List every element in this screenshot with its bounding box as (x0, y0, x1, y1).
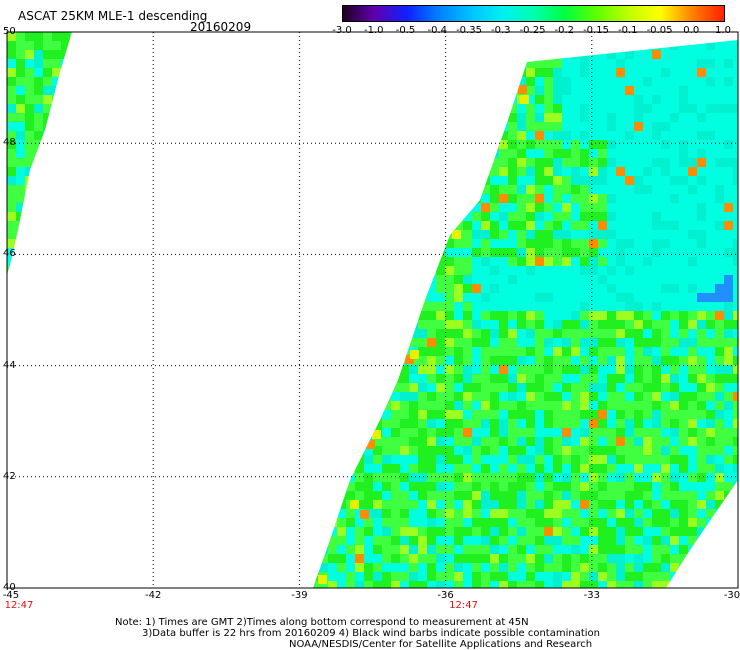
product-date: 20160209 (190, 20, 252, 34)
longitude-label: -33 (583, 590, 600, 601)
colorbar-tick-label: -0.35 (456, 25, 482, 36)
colorbar-tick-label: -0.05 (646, 25, 673, 36)
product-title: ASCAT 25KM MLE-1 descending (18, 9, 208, 23)
colorbar-tick-label: -0.25 (519, 25, 546, 36)
footer-note-3: NOAA/NESDIS/Center for Satellite Applica… (289, 639, 593, 650)
time-label: 12:47 (4, 600, 34, 611)
latitude-label: 44 (3, 359, 16, 371)
longitude-label: -39 (291, 590, 308, 601)
colorbar-tick-label: 0.0 (683, 25, 700, 36)
latitude-label: 46 (3, 248, 16, 260)
colorbar-tick-label: 1.0 (715, 25, 731, 36)
time-label: 12:47 (449, 600, 479, 611)
swath-right (313, 40, 738, 588)
latitude-label: 42 (3, 470, 16, 482)
longitude-label: -36 (437, 590, 454, 601)
latitude-label: 40 (3, 582, 16, 593)
colorbar-tick-label: -1.0 (363, 25, 384, 36)
latitude-label: 50 (3, 26, 16, 37)
longitude-label: -30 (723, 590, 740, 601)
colorbar-tick-label: -0.4 (427, 25, 448, 36)
colorbar (342, 5, 725, 22)
swath-data (7, 32, 738, 588)
longitude-label: -42 (145, 590, 162, 601)
latitude-label: 48 (3, 137, 16, 149)
footer-note-1: Note: 1) Times are GMT 2)Times along bot… (115, 617, 529, 628)
colorbar-tick-label: -0.15 (583, 25, 609, 36)
footer-note-2: 3)Data buffer is 22 hrs from 20160209 4)… (142, 628, 600, 639)
colorbar-tick-label: -3.0 (332, 25, 352, 36)
plot-frame (6, 31, 739, 589)
colorbar-tick-label: -0.2 (554, 25, 575, 36)
lat-lon-grid (7, 32, 738, 588)
colorbar-tick-label: -0.5 (395, 25, 416, 36)
colorbar-tick-label: -0.3 (490, 25, 511, 36)
longitude-label: -45 (2, 590, 20, 601)
colorbar-tick-label: -0.1 (617, 25, 638, 36)
